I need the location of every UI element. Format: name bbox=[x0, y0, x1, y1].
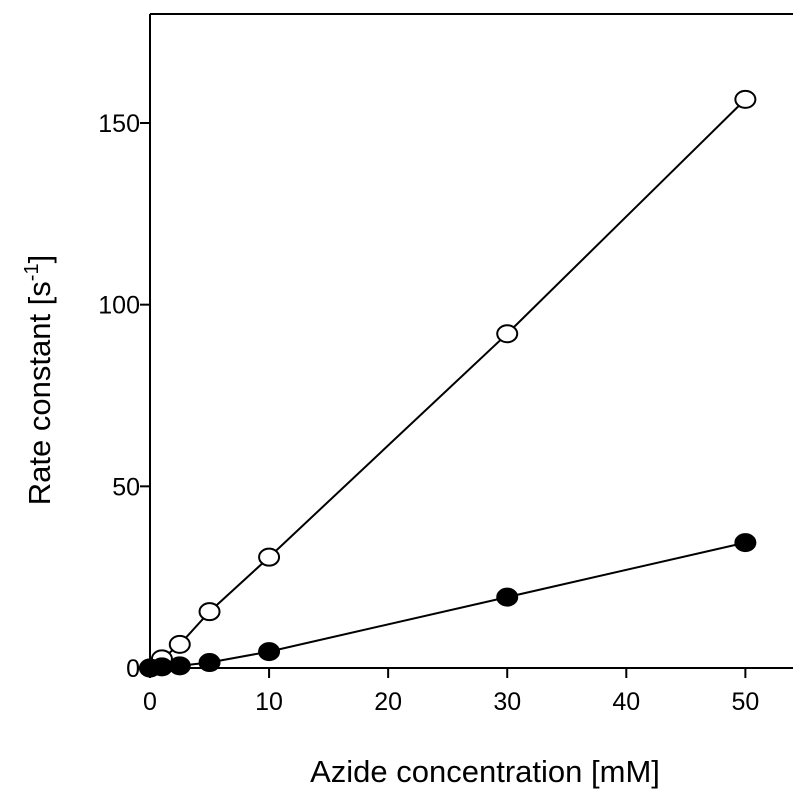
y-tick-label: 50 bbox=[112, 473, 140, 501]
filled-circle-point bbox=[168, 656, 191, 676]
y-tick-label: 100 bbox=[98, 292, 140, 320]
y-axis-title-superscript: -1 bbox=[21, 263, 43, 281]
open-circle-point bbox=[496, 324, 519, 344]
filled-circle-point bbox=[258, 642, 281, 662]
filled-circle-point bbox=[198, 653, 221, 673]
fit-line-series-2 bbox=[149, 541, 746, 669]
data-points bbox=[139, 89, 757, 678]
x-tick-label: 0 bbox=[143, 688, 157, 716]
y-axis-ticks: 0 50 100 150 bbox=[98, 110, 150, 683]
x-tick-label: 40 bbox=[612, 688, 640, 716]
plot-frame bbox=[149, 13, 793, 669]
fit-lines bbox=[149, 98, 747, 669]
x-axis-title: Azide concentration [mM] bbox=[310, 754, 660, 789]
open-circle-point bbox=[734, 89, 757, 109]
filled-circle-point bbox=[496, 587, 519, 607]
x-tick-label: 20 bbox=[374, 688, 402, 716]
y-axis-title: Rate constant [s-1] bbox=[21, 255, 57, 505]
open-circle-point bbox=[168, 634, 191, 654]
y-tick-label: 0 bbox=[126, 655, 140, 683]
x-tick-label: 50 bbox=[731, 688, 759, 716]
y-tick-label: 150 bbox=[98, 110, 140, 138]
open-circle-point bbox=[258, 547, 281, 567]
open-circle-point bbox=[198, 602, 221, 622]
y-axis-title-closing: ] bbox=[22, 255, 57, 264]
filled-circle-point bbox=[734, 533, 757, 553]
x-tick-label: 30 bbox=[493, 688, 521, 716]
x-axis-ticks: 0 10 20 30 40 50 bbox=[143, 668, 759, 716]
y-axis-title-text: Rate constant [s bbox=[22, 281, 57, 505]
fit-line-series-1 bbox=[149, 98, 747, 669]
x-tick-label: 10 bbox=[255, 688, 283, 716]
